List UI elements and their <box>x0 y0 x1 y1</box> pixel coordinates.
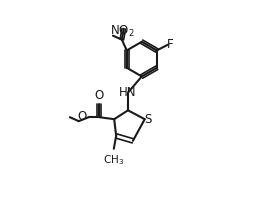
Text: F: F <box>167 38 174 51</box>
Text: O: O <box>77 110 87 123</box>
Text: O: O <box>94 89 104 102</box>
Text: NO$_2$: NO$_2$ <box>109 23 134 39</box>
Text: CH$_3$: CH$_3$ <box>103 154 124 167</box>
Text: HN: HN <box>119 86 136 99</box>
Text: S: S <box>144 113 151 126</box>
